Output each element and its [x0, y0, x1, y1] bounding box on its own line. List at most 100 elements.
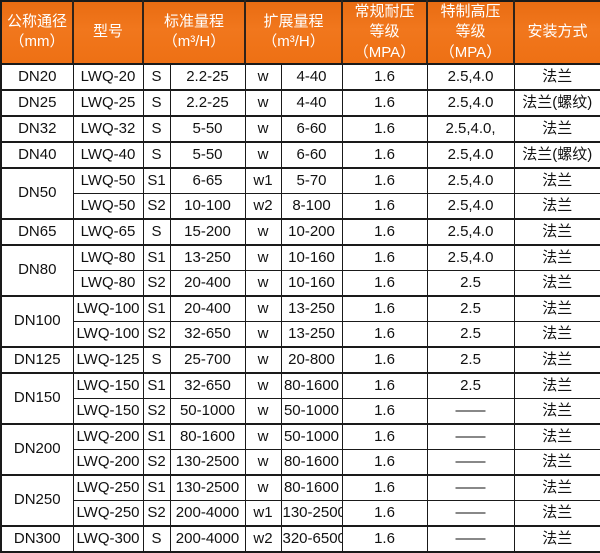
- model-cell: LWQ-200: [72, 422, 144, 450]
- regular-pressure-cell: 1.6: [341, 345, 428, 374]
- model-cell: LWQ-80: [72, 243, 144, 271]
- header-special-pressure-line1: 特制高压: [440, 3, 501, 20]
- table-row: DN20 LWQ-20 S 2.2-25 w 4-40 1.6 2.5,4.0 法兰: [0, 62, 600, 91]
- special-pressure-cell: 2.5: [426, 320, 515, 348]
- installation-cell: 法兰: [513, 192, 600, 220]
- special-pressure-cell: ——: [426, 524, 515, 553]
- standard-range-cell: 15-200: [169, 217, 246, 246]
- extended-range-cell: 20-800: [280, 345, 343, 374]
- regular-pressure-cell: 1.6: [341, 397, 428, 425]
- extended-range-code-cell: w: [244, 269, 282, 297]
- table-row: DN250 LWQ-250 S1 130-2500 w 80-1600 1.6 —— 法兰: [0, 473, 600, 527]
- table-row: DN50 LWQ-50 S1 6-65 w1 5-70 1.6 2.5,4.0 法兰: [0, 166, 600, 220]
- header-special-pressure-line2: 等级（MPA）: [439, 23, 502, 61]
- regular-pressure-cell: 1.6: [341, 473, 428, 501]
- extended-range-cell: 50-1000: [280, 397, 343, 425]
- standard-range-cell: 20-400: [169, 294, 246, 322]
- standard-range-cell: 2.2-25: [169, 88, 246, 117]
- installation-cell: 法兰: [513, 397, 600, 425]
- standard-range-cell: 5-50: [169, 114, 246, 143]
- standard-range-cell: 6-65: [169, 166, 246, 194]
- table-row: DN32 LWQ-32 S 5-50 w 6-60 1.6 2.5,4.0, 法兰: [0, 114, 600, 143]
- header-standard-range: 标准量程 （m³/H）: [142, 1, 245, 65]
- installation-cell: 法兰(螺纹): [513, 88, 600, 117]
- extended-range-cell: 10-160: [280, 243, 343, 271]
- header-nominal-diameter-line1: 公称通径: [6, 13, 67, 31]
- extended-range-cell: 10-200: [280, 217, 343, 246]
- extended-range-cell: 13-250: [280, 294, 343, 322]
- regular-pressure-cell: 1.6: [341, 320, 428, 348]
- standard-range-code-cell: S: [142, 345, 171, 374]
- extended-range-cell: 80-1600: [280, 473, 343, 501]
- nominal-diameter-cell: DN125: [0, 345, 74, 374]
- regular-pressure-cell: 1.6: [341, 294, 428, 322]
- standard-range-code-cell: S: [142, 217, 171, 246]
- model-cell: LWQ-20: [72, 62, 144, 91]
- special-pressure-cell: 2.5: [426, 269, 515, 297]
- model-cell: LWQ-32: [72, 114, 144, 143]
- header-nominal-diameter: 公称通径 （mm）: [1, 1, 73, 65]
- extended-range-code-cell: w: [244, 448, 282, 476]
- regular-pressure-cell: 1.6: [341, 192, 428, 220]
- special-pressure-cell: 2.5,4.0: [426, 88, 515, 117]
- header-standard-range-line2: （m³/H）: [162, 33, 226, 51]
- regular-pressure-cell: 1.6: [341, 422, 428, 450]
- model-cell: LWQ-100: [72, 320, 144, 348]
- table-row: LWQ-100 S2 32-650 w 13-250 1.6 2.5 法兰: [1, 320, 600, 348]
- extended-range-cell: 80-1600: [280, 448, 343, 476]
- nominal-diameter-cell: DN25: [0, 88, 74, 117]
- table-row: DN150 LWQ-150 S1 32-650 w 80-1600 1.6 2.5 法兰: [0, 371, 600, 425]
- extended-range-cell: 80-1600: [280, 371, 343, 399]
- table-row: DN125 LWQ-125 S 25-700 w 20-800 1.6 2.5 法兰: [0, 345, 600, 374]
- installation-cell: 法兰: [513, 166, 600, 194]
- standard-range-code-cell: S2: [142, 320, 171, 348]
- extended-range-cell: 13-250: [280, 320, 343, 348]
- extended-range-cell: 5-70: [280, 166, 343, 194]
- standard-range-code-cell: S2: [142, 192, 171, 220]
- special-pressure-cell: ——: [426, 448, 515, 476]
- nominal-diameter-cell: DN100: [0, 294, 74, 348]
- special-pressure-cell: 2.5,4.0: [426, 243, 515, 271]
- extended-range-code-cell: w: [244, 243, 282, 271]
- standard-range-cell: 10-100: [169, 192, 246, 220]
- table-row: LWQ-50 S2 10-100 w2 8-100 1.6 2.5,4.0 法兰: [1, 192, 600, 220]
- header-model: 型号: [72, 1, 143, 65]
- regular-pressure-cell: 1.6: [341, 269, 428, 297]
- standard-range-code-cell: S1: [142, 294, 171, 322]
- standard-range-cell: 200-4000: [169, 524, 246, 553]
- extended-range-cell: 6-60: [280, 140, 343, 169]
- header-regular-pressure-line2: 等级（MPA）: [353, 23, 416, 61]
- table-row: LWQ-250 S2 200-4000 w1 130-2500 1.6 —— 法兰: [1, 499, 600, 527]
- model-cell: LWQ-250: [72, 499, 144, 527]
- standard-range-cell: 130-2500: [169, 473, 246, 501]
- table-row: LWQ-150 S2 50-1000 w 50-1000 1.6 —— 法兰: [1, 397, 600, 425]
- extended-range-code-cell: w: [244, 140, 282, 169]
- extended-range-code-cell: w: [244, 217, 282, 246]
- special-pressure-cell: 2.5,4.0: [426, 192, 515, 220]
- extended-range-cell: 10-160: [280, 269, 343, 297]
- standard-range-cell: 5-50: [169, 140, 246, 169]
- extended-range-cell: 4-40: [280, 62, 343, 91]
- nominal-diameter-cell: DN40: [0, 140, 74, 169]
- extended-range-code-cell: w: [244, 345, 282, 374]
- model-cell: LWQ-50: [72, 192, 144, 220]
- extended-range-cell: 130-2500: [280, 499, 343, 527]
- table-row: DN100 LWQ-100 S1 20-400 w 13-250 1.6 2.5 法兰: [0, 294, 600, 348]
- standard-range-code-cell: S2: [142, 448, 171, 476]
- table-row: LWQ-80 S2 20-400 w 10-160 1.6 2.5 法兰: [1, 269, 600, 297]
- standard-range-code-cell: S1: [142, 166, 171, 194]
- special-pressure-cell: ——: [426, 422, 515, 450]
- extended-range-cell: 6-60: [280, 114, 343, 143]
- table-row: DN200 LWQ-200 S1 80-1600 w 50-1000 1.6 —— 法兰: [0, 422, 600, 476]
- installation-cell: 法兰: [513, 320, 600, 348]
- extended-range-code-cell: w: [244, 62, 282, 91]
- regular-pressure-cell: 1.6: [341, 114, 428, 143]
- special-pressure-cell: 2.5,4.0,: [426, 114, 515, 143]
- standard-range-code-cell: S1: [142, 371, 171, 399]
- header-nominal-diameter-line2: （mm）: [9, 33, 65, 51]
- extended-range-code-cell: w2: [244, 192, 282, 220]
- extended-range-cell: 50-1000: [280, 422, 343, 450]
- standard-range-cell: 32-650: [169, 320, 246, 348]
- installation-cell: 法兰: [513, 243, 600, 271]
- model-cell: LWQ-80: [72, 269, 144, 297]
